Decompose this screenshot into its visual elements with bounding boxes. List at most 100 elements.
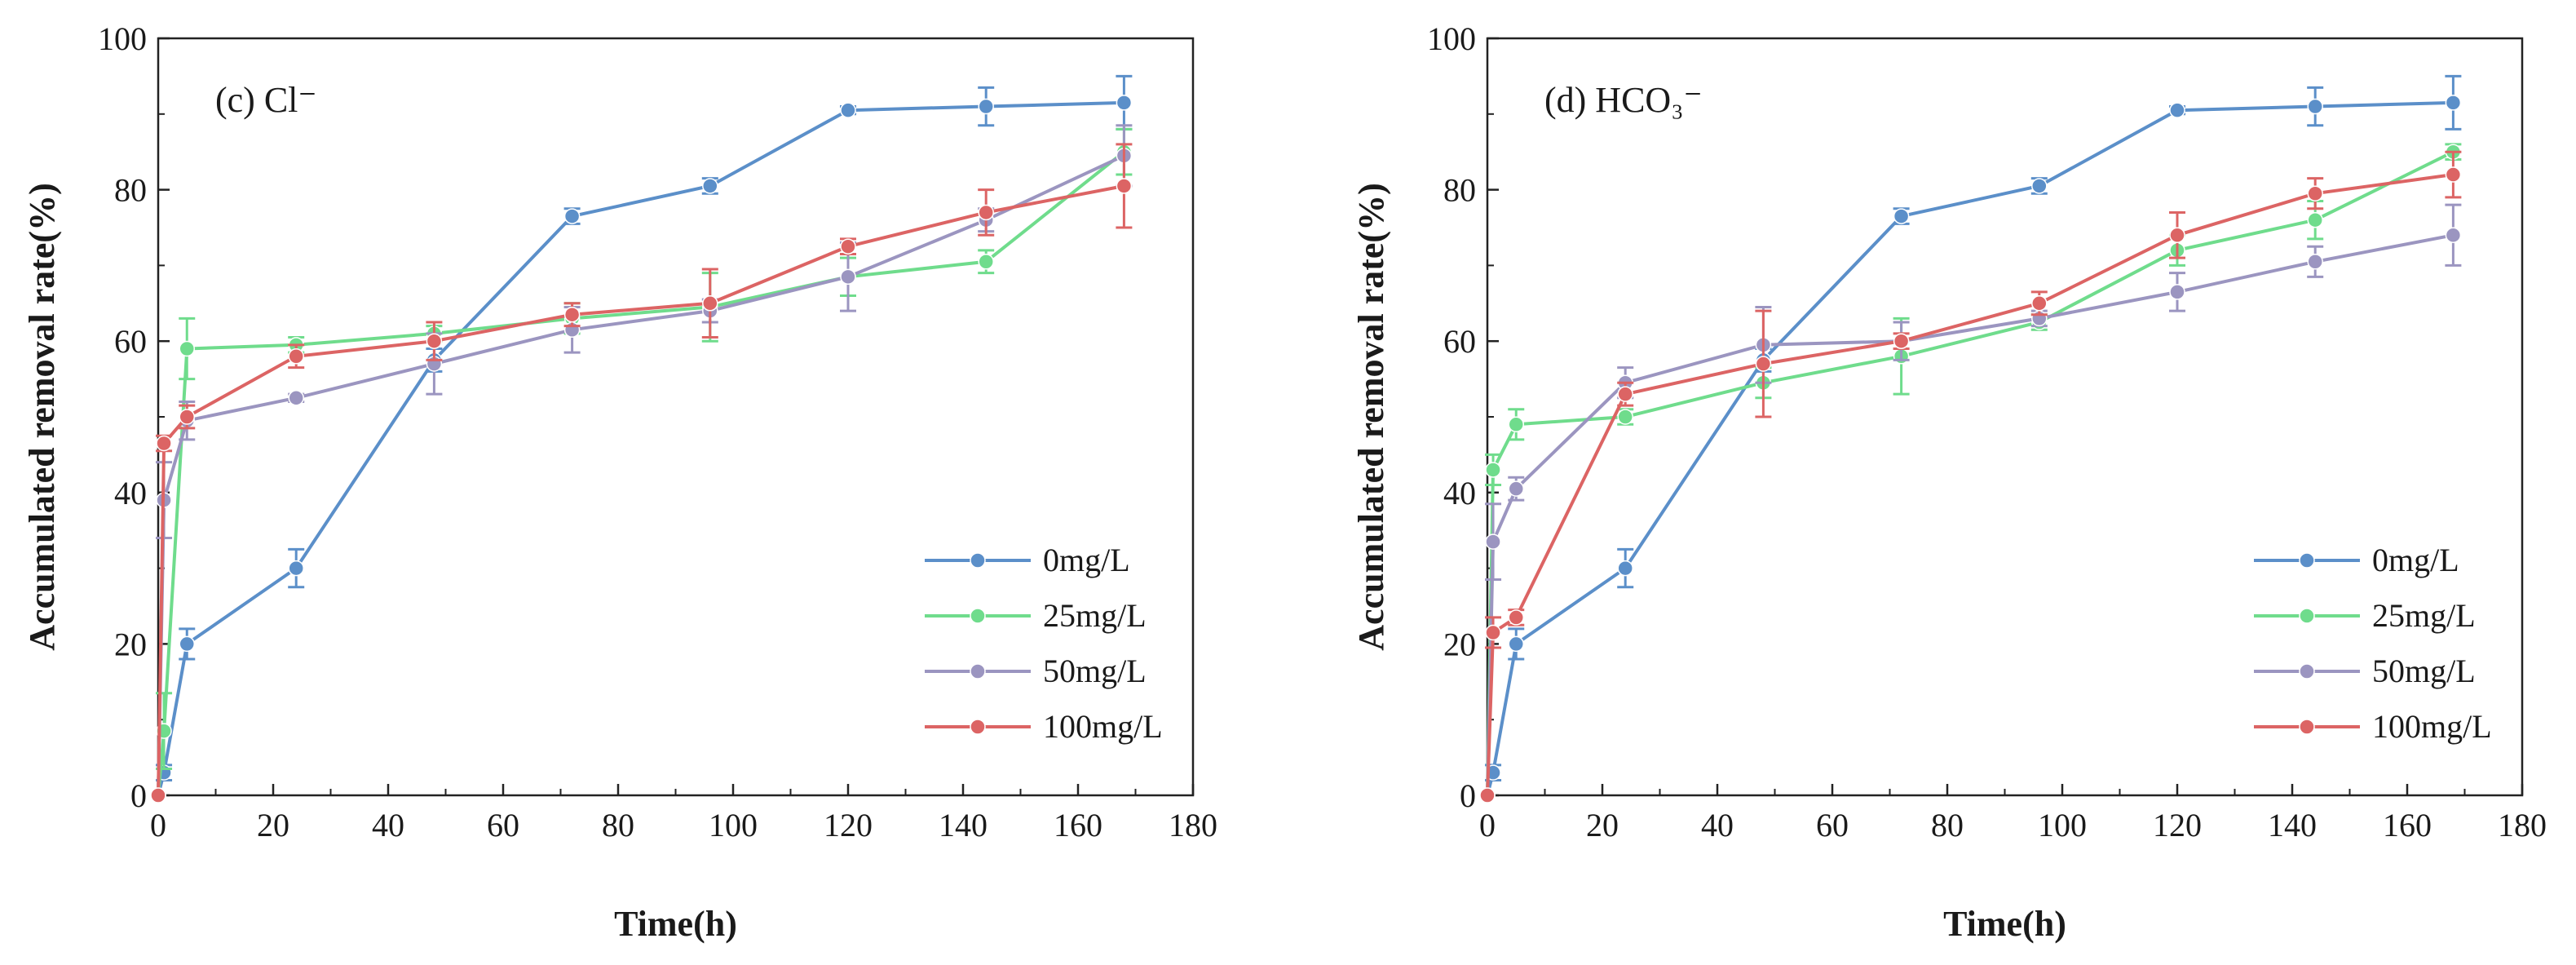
legend-marker — [970, 608, 986, 624]
panel-label: (c) Cl⁻ — [215, 80, 317, 120]
data-point — [1116, 178, 1133, 194]
legend-marker — [970, 719, 986, 735]
x-tick-label: 20 — [1586, 807, 1619, 843]
data-point — [426, 333, 443, 349]
y-axis-title: Accumulated removal rate(%) — [22, 183, 62, 650]
y-axis-title: Accumulated removal rate(%) — [1351, 183, 1391, 650]
series-line — [1486, 150, 2454, 796]
data-point — [1485, 462, 1501, 478]
data-point — [179, 635, 195, 653]
x-axis-title: Time(h) — [1943, 904, 2066, 944]
data-point — [2031, 295, 2048, 312]
data-point — [2445, 227, 2462, 244]
series-line — [1486, 233, 2454, 796]
data-point — [1617, 386, 1633, 402]
legend-label: 100mg/L — [1043, 708, 1163, 745]
x-tick-label: 80 — [1931, 807, 1964, 843]
chart-panel-c: 0 20 40 60 80 100 120 140 160 180 0 20 40 60 80 100 Time… — [22, 20, 1217, 944]
legend-label: 0mg/L — [1043, 542, 1130, 578]
y-tick-label: 100 — [1427, 20, 1476, 57]
series-0mg-l — [150, 74, 1133, 803]
y-tick-label: 60 — [114, 323, 147, 360]
data-point — [1485, 533, 1501, 550]
series-50mg-l — [1479, 203, 2462, 803]
legend-label: 50mg/L — [2372, 653, 2476, 689]
x-tick-label: 120 — [824, 807, 873, 843]
data-point — [2169, 227, 2185, 244]
plot-frame — [1486, 37, 2524, 797]
legend-marker — [2299, 608, 2315, 624]
plot-frame — [157, 37, 1195, 797]
legend-marker — [970, 663, 986, 679]
y-tick-label: 0 — [1460, 777, 1476, 814]
data-point — [702, 178, 718, 194]
data-point — [150, 787, 166, 803]
x-tick-label: 40 — [372, 807, 404, 843]
data-point — [840, 238, 856, 255]
series-line — [1486, 100, 2454, 796]
x-axis-title: Time(h) — [614, 904, 737, 944]
y-tick-label: 40 — [1443, 475, 1476, 511]
data-point — [2307, 211, 2323, 228]
data-point — [1479, 787, 1496, 803]
legend-marker — [970, 552, 986, 569]
data-point — [2169, 284, 2185, 300]
x-tick-label: 100 — [709, 807, 758, 843]
legend: 0mg/L 25mg/L 50mg/L 100mg/L — [925, 542, 1163, 745]
y-tick-label: 20 — [1443, 626, 1476, 662]
x-tick-label: 140 — [939, 807, 988, 843]
data-point — [563, 306, 581, 323]
data-point — [1485, 624, 1501, 641]
legend-marker — [2299, 552, 2315, 569]
y-tick-label: 80 — [1443, 172, 1476, 209]
data-point — [2445, 166, 2462, 183]
data-point — [288, 390, 304, 406]
y-tick-label: 40 — [114, 475, 147, 511]
data-point — [1893, 208, 1910, 224]
data-point — [1508, 609, 1524, 626]
data-point — [978, 254, 994, 270]
data-point — [2031, 178, 2048, 194]
y-tick-label: 100 — [98, 20, 147, 57]
y-tick-label: 20 — [114, 626, 147, 662]
legend-label: 50mg/L — [1043, 653, 1147, 689]
series-line — [157, 100, 1125, 796]
data-point — [1116, 95, 1133, 111]
x-tick-label: 0 — [150, 807, 166, 843]
x-tick-label: 60 — [1816, 807, 1849, 843]
panel-label: (d) HCO₃⁻ — [1544, 80, 1703, 120]
x-tick-label: 100 — [2038, 807, 2087, 843]
legend-label: 25mg/L — [2372, 597, 2476, 634]
data-point — [1508, 635, 1524, 653]
data-point — [840, 102, 856, 118]
series-100mg-l — [150, 143, 1133, 803]
chart-panel-d: 0 20 40 60 80 100 120 140 160 180 0 20 40 60 80 100 Time… — [1351, 20, 2547, 944]
legend-marker — [2299, 719, 2315, 735]
data-point — [156, 435, 172, 452]
legend-label: 100mg/L — [2372, 708, 2492, 745]
data-point — [179, 340, 195, 357]
x-tick-label: 140 — [2268, 807, 2317, 843]
y-tick-label: 60 — [1443, 323, 1476, 360]
y-tick-label: 0 — [130, 777, 147, 814]
data-point — [1617, 409, 1633, 425]
data-point — [179, 409, 195, 425]
series-line — [157, 153, 1125, 796]
data-point — [1508, 480, 1524, 497]
data-point — [2307, 98, 2323, 115]
data-point — [2307, 185, 2323, 201]
data-point — [1617, 560, 1633, 577]
data-point — [288, 560, 304, 577]
x-tick-label: 180 — [1169, 807, 1217, 843]
data-point — [2307, 254, 2323, 270]
x-tick-label: 160 — [1054, 807, 1102, 843]
data-point — [2169, 102, 2185, 118]
legend-label: 0mg/L — [2372, 542, 2459, 578]
x-tick-label: 20 — [257, 807, 289, 843]
legend-marker — [2299, 663, 2315, 679]
data-point — [978, 98, 994, 115]
data-point — [840, 268, 856, 286]
data-point — [1893, 333, 1910, 349]
x-tick-label: 40 — [1701, 807, 1734, 843]
data-point — [1755, 356, 1772, 372]
